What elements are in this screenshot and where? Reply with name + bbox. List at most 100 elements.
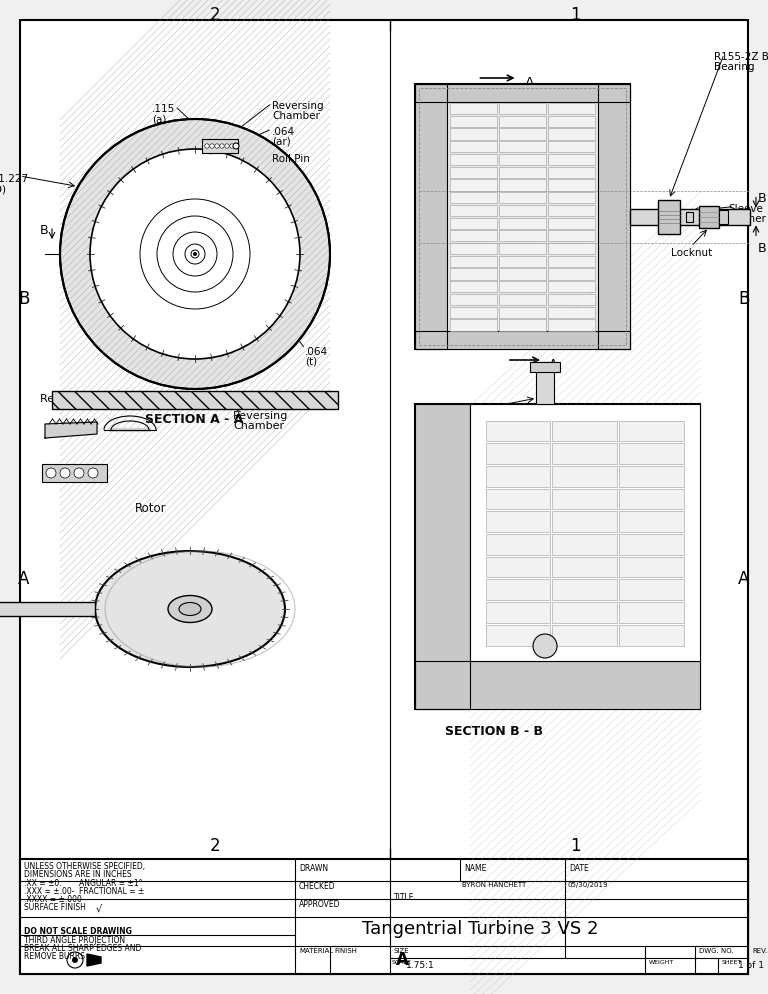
Bar [498, 281, 546, 292]
Text: DWG. NO.: DWG. NO. [699, 948, 733, 954]
Bar [449, 319, 497, 330]
Bar [449, 167, 497, 178]
Bar [552, 625, 617, 645]
Bar [548, 243, 595, 254]
Bar [415, 84, 630, 102]
Bar [498, 115, 546, 127]
Text: REMOVE BURRS: REMOVE BURRS [24, 952, 85, 961]
Bar [619, 443, 684, 464]
Bar [498, 141, 546, 152]
Bar [485, 489, 550, 509]
Bar [449, 243, 497, 254]
Text: A: A [525, 76, 534, 90]
Circle shape [72, 957, 78, 963]
Text: SIZE: SIZE [394, 948, 409, 954]
Bar [719, 210, 728, 224]
Bar [449, 115, 497, 127]
Text: ANGULAR = ±1°: ANGULAR = ±1° [79, 879, 143, 888]
Text: A: A [18, 570, 30, 588]
Bar [548, 319, 595, 330]
Circle shape [193, 252, 197, 256]
Bar [415, 331, 630, 349]
Bar [498, 154, 546, 165]
Text: B: B [40, 224, 48, 237]
Bar [619, 625, 684, 645]
Text: Chamber: Chamber [272, 111, 320, 121]
Polygon shape [87, 954, 101, 966]
Bar [415, 404, 470, 709]
Bar [630, 209, 750, 225]
Text: .018: .018 [640, 532, 663, 542]
Bar [498, 103, 546, 114]
Bar [548, 255, 595, 266]
Bar [548, 231, 595, 242]
Text: B: B [758, 243, 766, 255]
Text: Tangentrial Turbine 3 VS 2: Tangentrial Turbine 3 VS 2 [362, 920, 598, 938]
Text: FINISH: FINISH [334, 948, 357, 954]
Text: Reversing: Reversing [272, 101, 323, 111]
Text: B: B [18, 290, 30, 308]
Text: R155-2Z Ball: R155-2Z Ball [714, 52, 768, 62]
Bar [598, 84, 630, 349]
Text: .XXXX = ±.000-: .XXXX = ±.000- [24, 895, 84, 904]
Text: .XX = ±0.: .XX = ±0. [24, 879, 61, 888]
Bar [498, 179, 546, 191]
Bar [619, 534, 684, 555]
Ellipse shape [179, 602, 201, 615]
Bar [686, 212, 693, 222]
Bar [415, 661, 700, 709]
Bar [498, 294, 546, 305]
Text: 1: 1 [570, 837, 581, 855]
Bar [449, 128, 497, 140]
Bar [530, 362, 560, 372]
Bar [552, 443, 617, 464]
Bar [415, 331, 630, 349]
Bar [449, 205, 497, 216]
Bar [449, 154, 497, 165]
Text: 1: 1 [570, 6, 581, 24]
Bar [658, 200, 680, 234]
Bar [548, 306, 595, 318]
Bar [552, 602, 617, 623]
Bar [449, 179, 497, 191]
Bar [498, 268, 546, 279]
Bar [52, 391, 338, 409]
Text: 2: 2 [210, 6, 220, 24]
Bar [536, 362, 554, 404]
Text: (D): (D) [0, 184, 6, 194]
Text: SURFACE FINISH: SURFACE FINISH [24, 903, 86, 912]
Circle shape [88, 468, 98, 478]
Bar [548, 115, 595, 127]
Text: FRACTIONAL = ±: FRACTIONAL = ± [79, 887, 144, 896]
Bar [415, 84, 447, 349]
Bar [449, 141, 497, 152]
Circle shape [60, 468, 70, 478]
Text: THIRD ANGLE PROJECTION: THIRD ANGLE PROJECTION [24, 936, 125, 945]
Circle shape [220, 144, 224, 148]
Bar [415, 84, 630, 349]
Bar [485, 511, 550, 532]
Text: BYRON HANCHETT: BYRON HANCHETT [462, 882, 526, 888]
Bar [0, 602, 95, 616]
Ellipse shape [168, 595, 212, 622]
Text: Sleeve: Sleeve [728, 205, 763, 215]
Text: Ø1.227: Ø1.227 [0, 174, 28, 184]
Bar [202, 139, 238, 153]
Bar [485, 534, 550, 555]
Bar [548, 179, 595, 191]
Text: A: A [738, 570, 750, 588]
Text: A: A [396, 951, 409, 969]
Text: Locknut: Locknut [671, 248, 712, 258]
Text: Washer: Washer [728, 215, 767, 225]
Text: REV.: REV. [752, 948, 767, 954]
Bar [619, 420, 684, 441]
Bar [552, 489, 617, 509]
Bar [449, 294, 497, 305]
Bar [498, 192, 546, 204]
Text: Reversing: Reversing [233, 411, 288, 421]
Text: .064: .064 [305, 347, 328, 357]
Text: CHECKED: CHECKED [299, 882, 336, 891]
Bar [548, 294, 595, 305]
Bar [548, 192, 595, 204]
Circle shape [210, 144, 214, 148]
